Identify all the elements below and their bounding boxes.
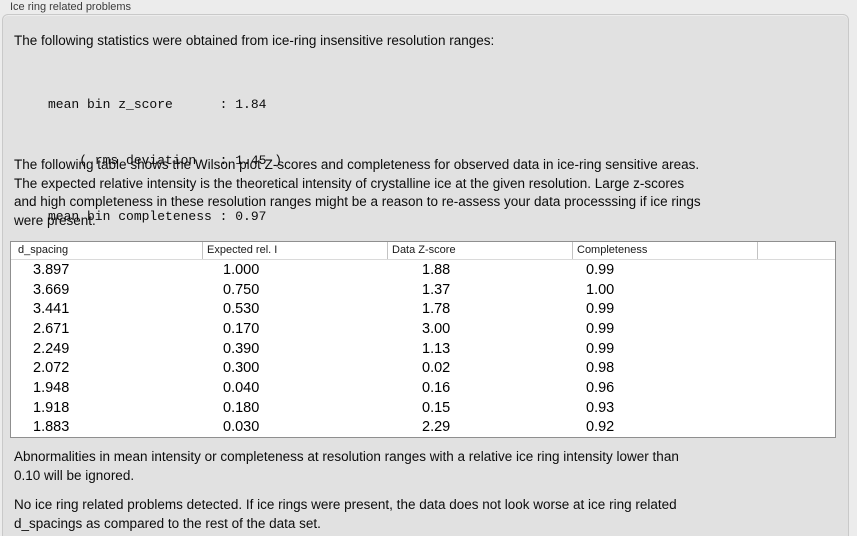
table-note-line: and high completeness in these resolutio… (14, 194, 701, 210)
column-header-empty (757, 242, 835, 259)
cell-data-z-score: 0.02 (422, 360, 451, 377)
cell-d-spacing: 2.249 (33, 340, 70, 357)
stats-line-mean-completeness: mean bin completeness : 0.97 (48, 209, 267, 225)
cell-data-z-score: 2.29 (422, 419, 451, 436)
cell-completeness: 0.98 (586, 360, 615, 377)
cell-completeness: 0.99 (586, 340, 615, 357)
table-row[interactable]: 2.249 0.390 1.13 0.99 (11, 339, 835, 359)
cell-completeness: 0.96 (586, 379, 615, 396)
table-row[interactable]: 3.897 1.000 1.88 0.99 (11, 260, 835, 280)
cell-d-spacing: 1.883 (33, 419, 70, 436)
table-note-line: The following table shows the Wilson plo… (14, 157, 700, 172)
table-row[interactable]: 1.918 0.180 0.15 0.93 (11, 398, 835, 418)
ignore-note-text: Abnormalities in mean intensity or compl… (14, 448, 679, 485)
ice-ring-table[interactable]: d_spacing Expected rel. I Data Z-score C… (10, 241, 836, 439)
table-row[interactable]: 2.671 0.170 3.00 0.99 (11, 319, 835, 339)
cell-data-z-score: 1.37 (422, 281, 451, 298)
cell-data-z-score: 1.88 (422, 261, 451, 278)
cell-expected-rel-i: 0.040 (223, 379, 260, 396)
panel-title: Ice ring related problems (10, 1, 132, 13)
table-row[interactable]: 3.441 0.530 1.78 0.99 (11, 299, 835, 319)
cell-d-spacing: 3.441 (33, 301, 70, 318)
table-row[interactable]: 1.948 0.040 0.16 0.96 (11, 378, 835, 398)
cell-expected-rel-i: 0.750 (223, 281, 260, 298)
cell-d-spacing: 3.897 (33, 261, 70, 278)
table-note-line: were present. (14, 213, 96, 229)
cell-completeness: 0.99 (586, 261, 615, 278)
column-header-data-z-score[interactable]: Data Z-score (387, 242, 572, 259)
cell-d-spacing: 2.072 (33, 360, 70, 377)
ignore-note-line: Abnormalities in mean intensity or compl… (14, 449, 679, 464)
cell-expected-rel-i: 0.030 (223, 419, 260, 436)
cell-completeness: 0.93 (586, 399, 615, 416)
ice-ring-groupbox: The following statistics were obtained f… (2, 14, 849, 536)
cell-data-z-score: 1.13 (422, 340, 451, 357)
cell-d-spacing: 1.918 (33, 399, 70, 416)
cell-data-z-score: 1.78 (422, 301, 451, 318)
intro-line: The following statistics were obtained f… (14, 33, 495, 48)
column-header-completeness[interactable]: Completeness (572, 242, 757, 259)
cell-data-z-score: 3.00 (422, 320, 451, 337)
table-note-text: The following table shows the Wilson plo… (14, 156, 701, 231)
cell-completeness: 1.00 (586, 281, 615, 298)
cell-expected-rel-i: 0.390 (223, 340, 260, 357)
table-row[interactable]: 2.072 0.300 0.02 0.98 (11, 358, 835, 378)
cell-d-spacing: 1.948 (33, 379, 70, 396)
table-row[interactable]: 1.883 0.030 2.29 0.92 (11, 418, 835, 438)
column-header-expected-rel-i[interactable]: Expected rel. I (202, 242, 387, 259)
cell-completeness: 0.99 (586, 320, 615, 337)
cell-completeness: 0.92 (586, 419, 615, 436)
cell-completeness: 0.99 (586, 301, 615, 318)
ignore-note-line: 0.10 will be ignored. (14, 467, 135, 483)
table-header-row: d_spacing Expected rel. I Data Z-score C… (11, 242, 835, 260)
conclusion-line: d_spacings as compared to the rest of th… (14, 515, 321, 531)
column-header-d-spacing[interactable]: d_spacing (18, 244, 69, 256)
stats-line-mean-zscore: mean bin z_score : 1.84 (48, 96, 267, 112)
stats-line-rms-zscore: ( rms deviation : 1.45 ) (48, 152, 283, 168)
intro-text: The following statistics were obtained f… (14, 32, 494, 51)
cell-expected-rel-i: 0.300 (223, 360, 260, 377)
cell-expected-rel-i: 0.170 (223, 320, 260, 337)
table-row[interactable]: 3.669 0.750 1.37 1.00 (11, 280, 835, 300)
cell-data-z-score: 0.15 (422, 399, 451, 416)
cell-expected-rel-i: 0.530 (223, 301, 260, 318)
conclusion-line: No ice ring related problems detected. I… (14, 497, 677, 512)
cell-expected-rel-i: 1.000 (223, 261, 260, 278)
cell-data-z-score: 0.16 (422, 379, 451, 396)
conclusion-text: No ice ring related problems detected. I… (14, 496, 677, 533)
table-note-line: The expected relative intensity is the t… (14, 175, 685, 191)
cell-d-spacing: 3.669 (33, 281, 70, 298)
cell-expected-rel-i: 0.180 (223, 399, 260, 416)
cell-d-spacing: 2.671 (33, 320, 70, 337)
